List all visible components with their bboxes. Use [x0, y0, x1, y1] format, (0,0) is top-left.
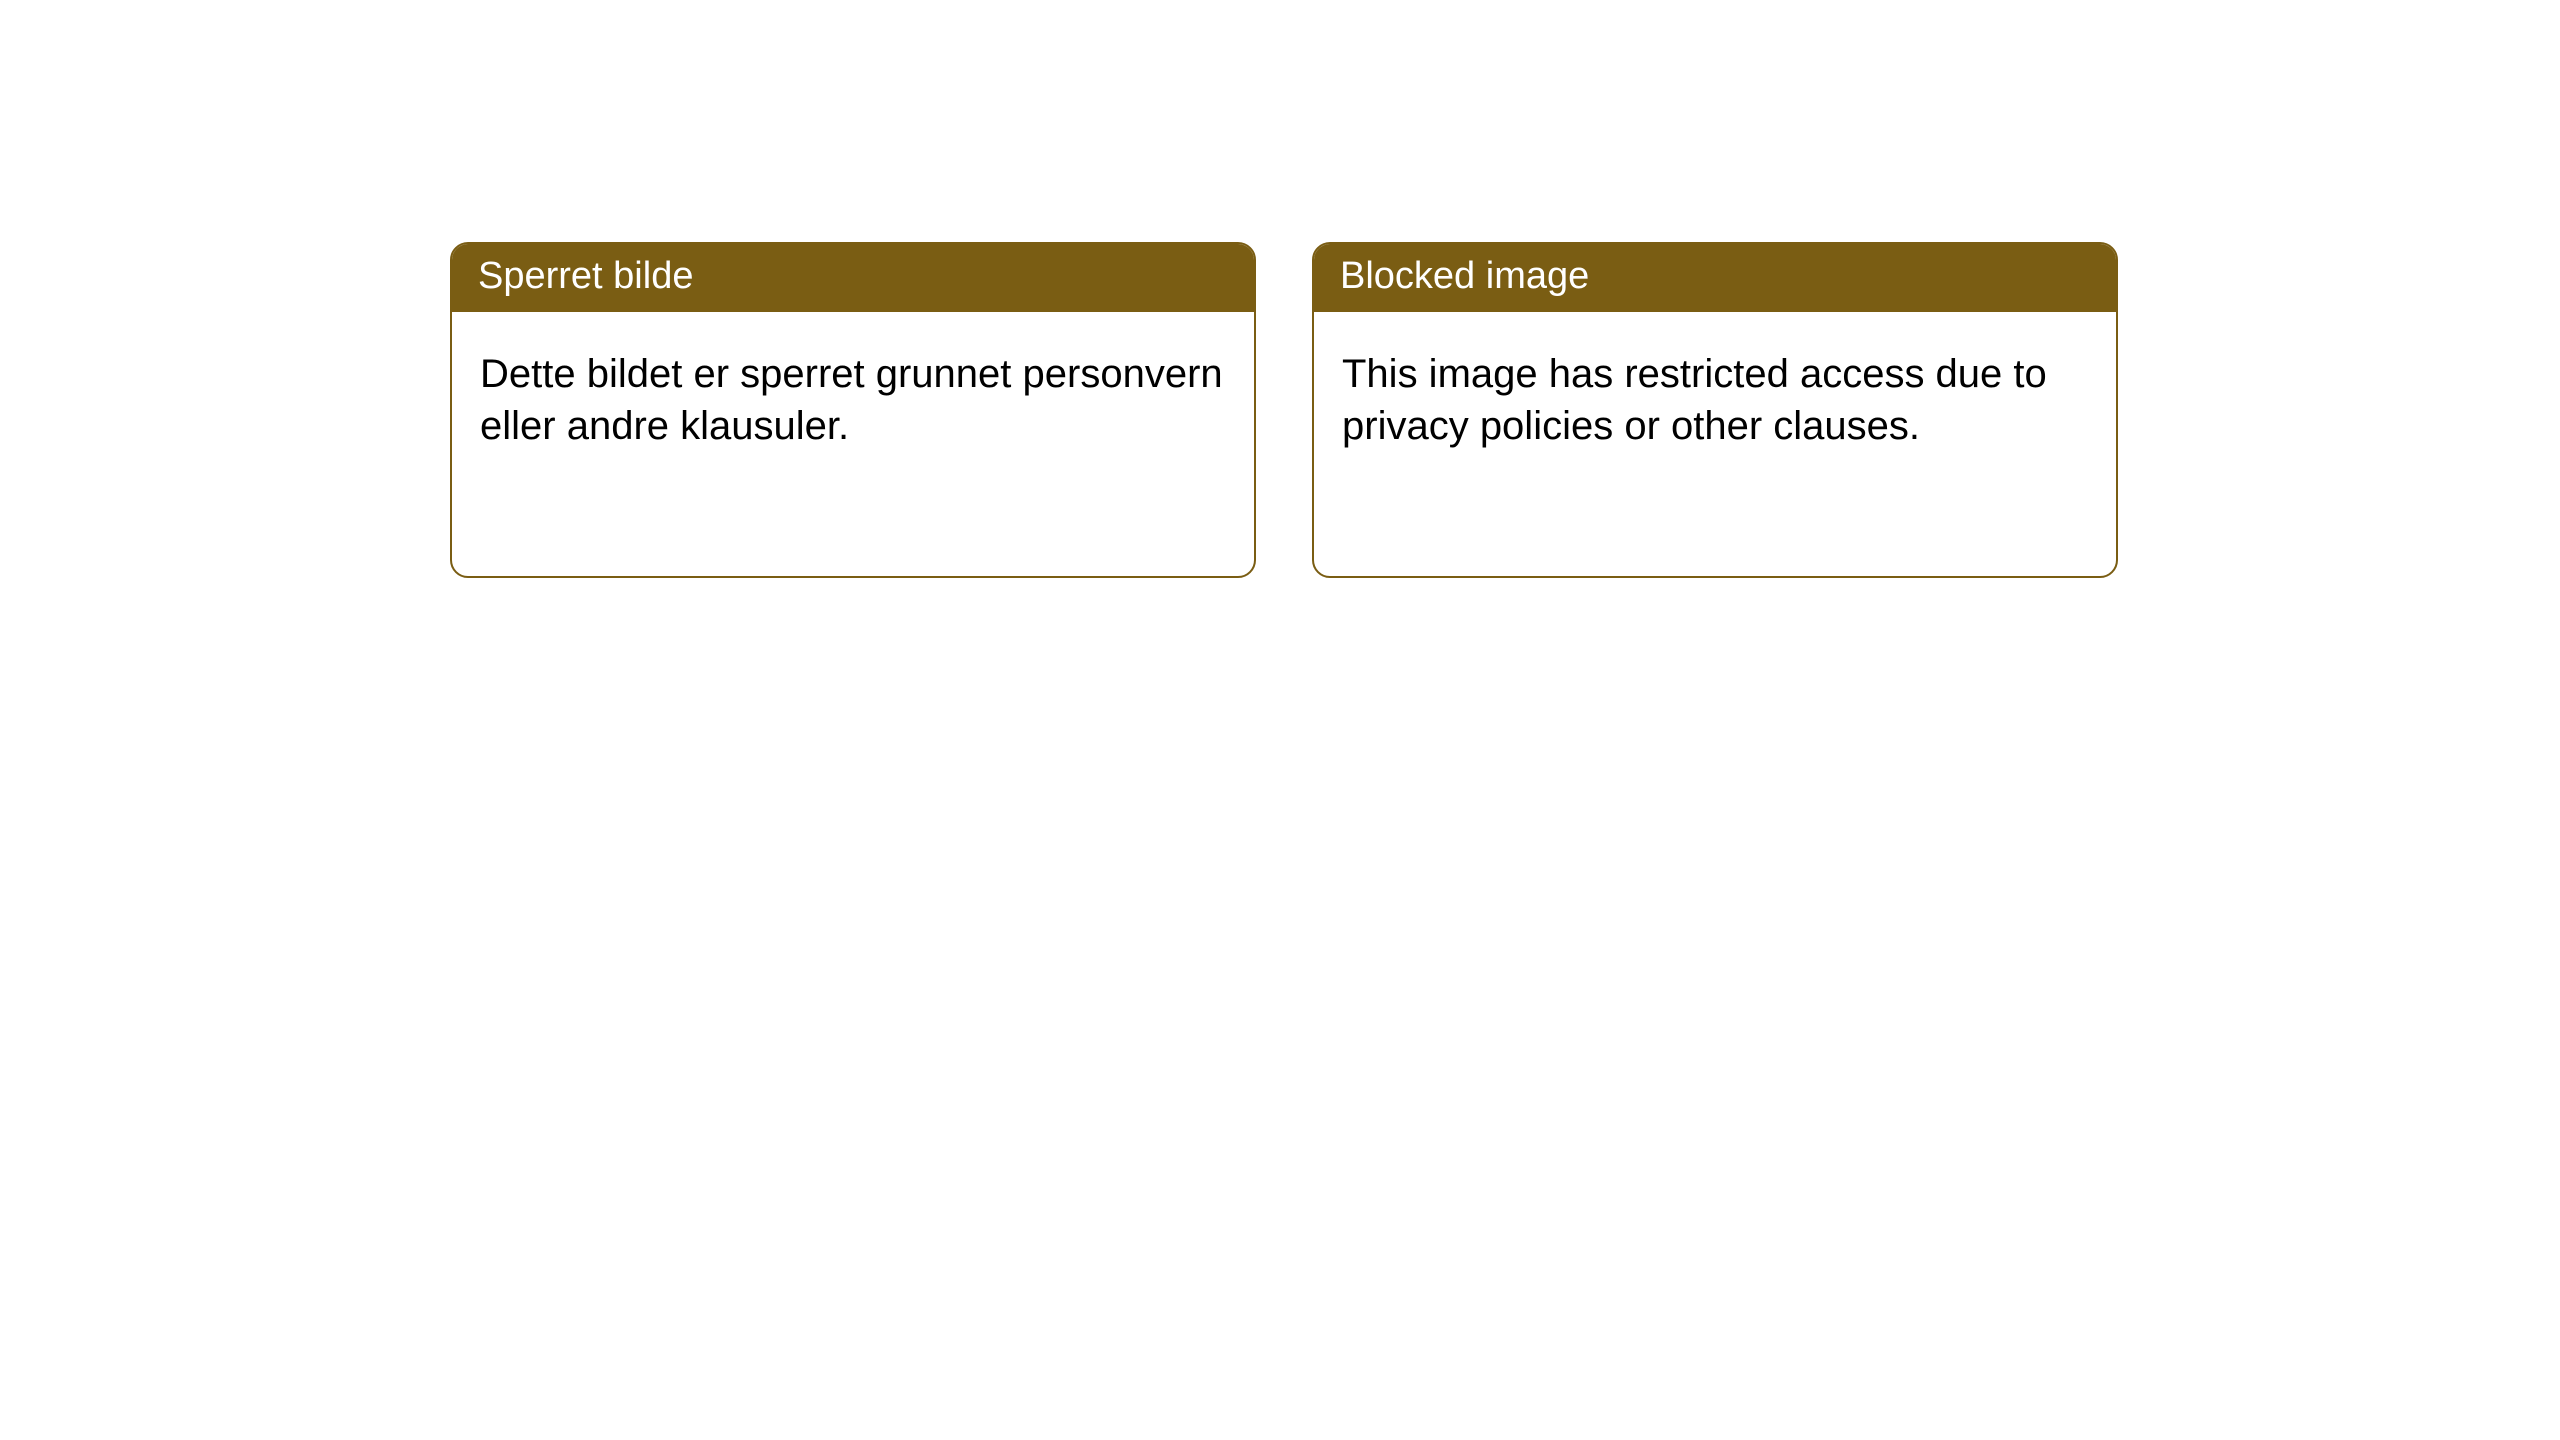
notice-body-norwegian: Dette bildet er sperret grunnet personve… [452, 312, 1254, 490]
notice-container: Sperret bilde Dette bildet er sperret gr… [0, 0, 2560, 578]
notice-card-english: Blocked image This image has restricted … [1312, 242, 2118, 578]
notice-body-english: This image has restricted access due to … [1314, 312, 2116, 490]
notice-title-english: Blocked image [1314, 244, 2116, 312]
notice-title-norwegian: Sperret bilde [452, 244, 1254, 312]
notice-card-norwegian: Sperret bilde Dette bildet er sperret gr… [450, 242, 1256, 578]
